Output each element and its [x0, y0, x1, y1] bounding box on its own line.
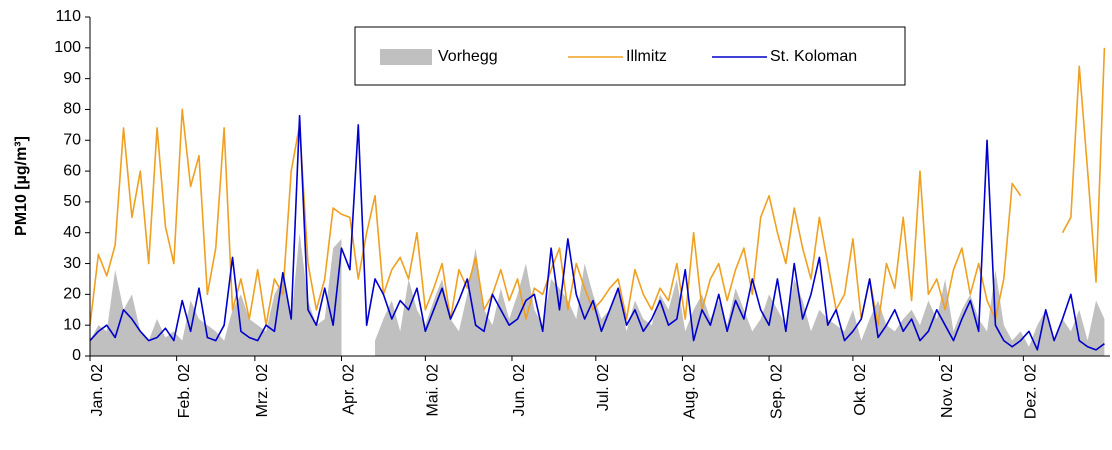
x-tick-label: Dez. 02 — [1023, 364, 1040, 419]
y-tick-label: 20 — [63, 286, 81, 303]
y-tick-label: 100 — [54, 39, 81, 56]
y-tick-label: 70 — [63, 131, 81, 148]
series-line — [89, 114, 1105, 351]
x-tick-label: Sep. 02 — [768, 364, 785, 419]
legend-box — [354, 26, 906, 86]
legend-label: Vorhegg — [438, 48, 498, 65]
legend-swatch — [380, 49, 432, 65]
x-tick-label: Feb. 02 — [176, 364, 193, 418]
x-tick-label: Okt. 02 — [852, 364, 869, 416]
y-tick-label: 0 — [72, 347, 81, 364]
x-tick-label: Mai. 02 — [425, 364, 442, 417]
y-tick-label: 80 — [63, 101, 81, 118]
x-tick-label: Jun. 02 — [511, 364, 528, 417]
legend-label: St. Koloman — [770, 48, 857, 65]
series-line — [89, 47, 1106, 326]
x-tick-label: Jul. 02 — [595, 364, 612, 411]
y-tick-label: 60 — [63, 162, 81, 179]
y-axis-label: PM10 [µg/m³] — [13, 136, 30, 236]
x-tick-label: Apr. 02 — [341, 364, 358, 415]
legend-label: Illmitz — [626, 48, 667, 65]
y-tick-label: 50 — [63, 193, 81, 210]
x-tick-label: Aug. 02 — [682, 364, 699, 419]
y-tick-label: 110 — [55, 8, 81, 25]
x-tick-label: Mrz. 02 — [254, 364, 271, 417]
x-tick-label: Nov. 02 — [939, 364, 956, 418]
y-tick-label: 10 — [63, 316, 81, 333]
y-tick-label: 30 — [63, 255, 81, 272]
series-area — [90, 232, 1105, 356]
y-tick-label: 90 — [63, 70, 81, 87]
x-tick-label: Jan. 02 — [89, 364, 106, 417]
y-tick-label: 40 — [63, 224, 81, 241]
